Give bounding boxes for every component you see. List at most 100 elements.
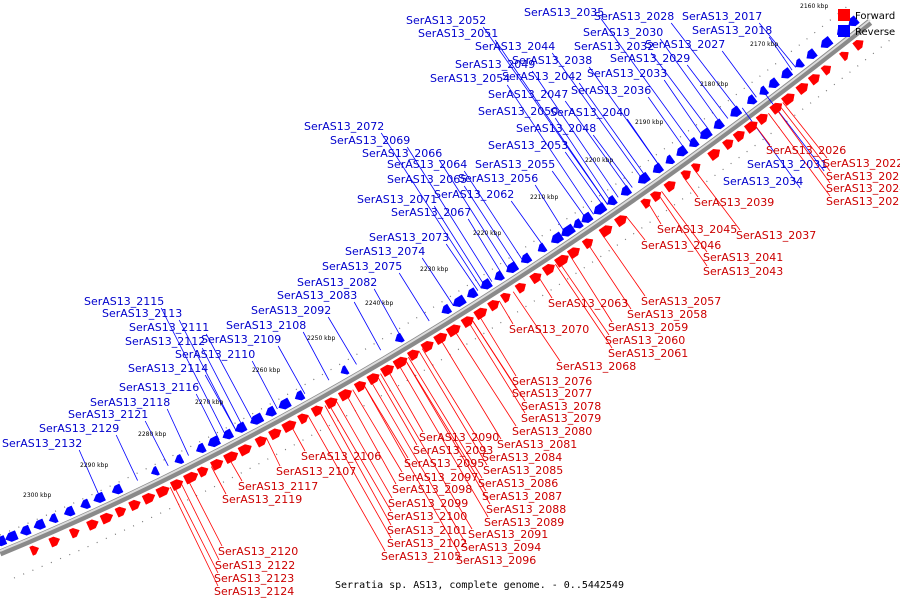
label-leader-line: [78, 449, 101, 499]
label-seras13-2099: SerAS13_2099: [388, 497, 468, 510]
label-seras13-2072: SerAS13_2072: [304, 120, 384, 133]
label-seras13-2088: SerAS13_2088: [486, 503, 566, 516]
label-seras13-2123: SerAS13_2123: [214, 572, 294, 585]
reverse-gene-arrow: [207, 435, 222, 448]
label-seras13-2033: SerAS13_2033: [587, 67, 667, 80]
label-leader-line: [397, 363, 489, 518]
label-seras13-2041: SerAS13_2041: [703, 251, 783, 264]
label-leader-line: [144, 420, 169, 466]
label-leader-line: [205, 333, 254, 423]
label-seras13-2032: SerAS13_2032: [574, 40, 654, 53]
label-seras13-2065: SerAS13_2065: [387, 173, 467, 186]
label-seras13-2070: SerAS13_2070: [509, 323, 589, 336]
scale-tick-label: 2270 kbp: [195, 399, 223, 406]
label-leader-line: [625, 215, 646, 241]
scale-tick-label: 2200 kbp: [585, 157, 613, 164]
label-leader-line: [195, 393, 220, 441]
label-seras13-2040: SerAS13_2040: [550, 106, 630, 119]
label-seras13-2053: SerAS13_2053: [488, 139, 568, 152]
forward-gene-arrow: [707, 149, 721, 162]
label-leader-line: [335, 399, 393, 499]
label-seras13-2039: SerAS13_2039: [694, 196, 774, 209]
label-seras13-2113: SerAS13_2113: [102, 307, 182, 320]
reverse-gene-arrow: [665, 154, 676, 165]
label-leader-line: [758, 22, 797, 68]
reverse-gene-arrow: [150, 465, 160, 476]
label-leader-line: [265, 437, 281, 467]
label-leader-line: [506, 84, 594, 215]
reverse-gene-arrow: [713, 118, 726, 130]
reverse-gene-arrow: [63, 505, 76, 517]
label-seras13-2042: SerAS13_2042: [502, 70, 582, 83]
forward-gene-arrow: [598, 225, 613, 238]
label-leader-line: [646, 201, 662, 225]
label-leaders: [78, 18, 831, 587]
label-leader-line: [554, 117, 612, 203]
label-leader-line: [317, 409, 392, 539]
reverse-gene-arrow: [637, 171, 651, 184]
label-seras13-2060: SerAS13_2060: [605, 334, 685, 347]
label-seras13-2108: SerAS13_2108: [226, 319, 306, 332]
scale-tick-label: 2290 kbp: [80, 462, 108, 469]
forward-gene-arrow: [406, 349, 420, 362]
reverse-gene-arrow: [48, 513, 59, 524]
forward-gene-arrow: [114, 506, 127, 518]
label-leader-line: [307, 414, 386, 552]
reverse-gene-arrow: [652, 162, 665, 174]
label-leader-line: [564, 151, 605, 208]
label-leader-line: [778, 104, 831, 172]
label-leader-line: [160, 307, 227, 437]
label-leader-line: [433, 205, 486, 287]
label-seras13-2090: SerAS13_2090: [419, 431, 499, 444]
label-leader-line: [362, 383, 409, 459]
scale-ticks: 2160 kbp 2170 kbp 2180 kbp 2190 kbp 2200 kbp…: [23, 3, 828, 499]
label-seras13-2091: SerAS13_2091: [468, 528, 548, 541]
label-seras13-2025: SerAS13_2025: [826, 195, 900, 208]
label-leader-line: [438, 159, 510, 271]
forward-gene-arrow: [237, 444, 252, 457]
label-leader-line: [421, 257, 454, 307]
label-seras13-2092: SerAS13_2092: [251, 304, 331, 317]
label-leader-line: [482, 26, 608, 205]
label-seras13-2124: SerAS13_2124: [214, 585, 294, 598]
label-leader-line: [353, 301, 382, 351]
label-seras13-2119: SerAS13_2119: [222, 493, 302, 506]
label-seras13-2100: SerAS13_2100: [387, 510, 467, 523]
label-leader-line: [600, 18, 693, 145]
forward-gene-arrow: [732, 130, 745, 143]
forward-gene-arrow: [680, 170, 691, 181]
label-leader-line: [201, 347, 244, 428]
label-leader-line: [477, 313, 517, 377]
label-seras13-2073: SerAS13_2073: [369, 231, 449, 244]
label-leader-line: [173, 485, 219, 574]
label-leader-line: [600, 232, 646, 297]
label-leader-line: [445, 243, 479, 291]
label-seras13-2112: SerAS13_2112: [125, 335, 205, 348]
label-leader-line: [686, 64, 729, 119]
forward-gene-arrow: [254, 436, 268, 448]
label-seras13-2067: SerAS13_2067: [391, 206, 471, 219]
forward-gene-arrow: [392, 356, 408, 370]
label-seras13-2024: SerAS13_2024: [826, 182, 900, 195]
label-leader-line: [324, 405, 392, 526]
forward-gene-arrow: [807, 74, 820, 86]
label-leader-line: [210, 466, 227, 495]
forward-gene-arrow: [640, 198, 651, 209]
forward-gene-arrow: [223, 451, 239, 465]
forward-gene-arrow: [169, 479, 184, 492]
reverse-gene-arrow: [20, 524, 32, 536]
scale-tick-label: 2160 kbp: [800, 3, 828, 10]
label-seras13-2087: SerAS13_2087: [482, 490, 562, 503]
forward-gene-arrow: [48, 536, 61, 548]
label-leader-line: [418, 350, 488, 466]
forward-gene-arrow: [310, 405, 324, 417]
label-seras13-2026: SerAS13_2026: [766, 144, 846, 157]
legend-reverse-label: Reverse: [855, 27, 895, 38]
label-seras13-2129: SerAS13_2129: [39, 422, 119, 435]
label-seras13-2102: SerAS13_2102: [387, 537, 467, 550]
label-seras13-2093: SerAS13_2093: [413, 444, 493, 457]
reverse-gene-arrow: [573, 218, 584, 229]
label-seras13-2083: SerAS13_2083: [277, 289, 357, 302]
label-seras13-2098: SerAS13_2098: [392, 483, 472, 496]
